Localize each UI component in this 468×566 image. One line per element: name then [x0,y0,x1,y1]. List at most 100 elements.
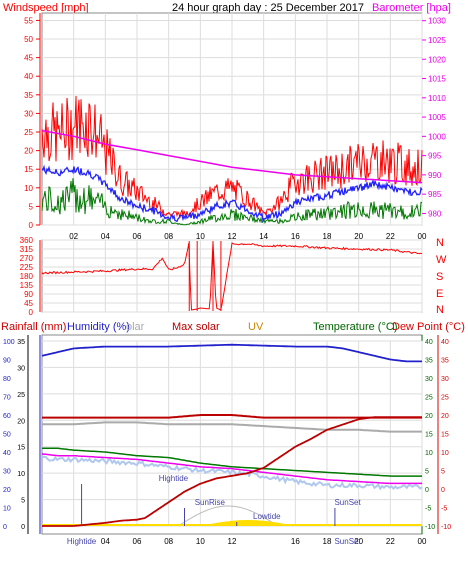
barometer-series [41,129,423,184]
climate-x-tick-11: 00 [418,537,427,546]
bottom-event-label-1: SunSet [334,537,361,546]
dir-tick-label-1: 45 [24,299,33,308]
humidity-tick-label-0: 0 [3,524,7,531]
annotation-2: Lowtide [253,512,281,521]
dew-tick-label-2: 0 [441,487,445,494]
rain-tick-label-3: 15 [17,445,25,452]
dir-tick-label-2: 90 [24,290,33,299]
annotation-0: Hightide [159,474,189,483]
wind-x-tick-3: 08 [164,232,173,241]
wind-tick-label-0: 0 [29,221,34,230]
windspeed-label: Windspeed [mph] [3,2,89,14]
temp-tick-label-5: 15 [425,432,433,439]
solar-label: olar [126,321,145,333]
rain-tick-label-6: 30 [17,365,25,372]
baro-tick-label-5: 1005 [428,113,446,122]
wind-tick-label-8: 40 [24,72,33,81]
temperature-series [42,447,422,477]
baro-tick-label-4: 1000 [428,132,446,141]
series-layer [41,95,423,527]
compass-n-bottom: N [436,304,444,316]
climate-x-tick-10: 22 [386,537,395,546]
humidity-tick-label-7: 70 [3,395,11,402]
solar-curve-series [177,505,279,527]
climate-x-tick-5: 12 [228,537,237,546]
annotation-1: SunRise [195,498,226,507]
wind-tick-label-5: 25 [24,128,33,137]
temp-tick-label-2: 0 [425,487,429,494]
temperature-label: Temperature (°C) [313,321,397,333]
climate-x-tick-4: 10 [196,537,205,546]
wind-average-series [41,164,423,224]
dew-tick-label-1: -5 [441,506,447,513]
wind-tick-label-1: 5 [29,202,34,211]
baro-tick-label-9: 1025 [428,36,446,45]
rain-tick-label-0: 0 [21,524,25,531]
climate-x-tick-3: 08 [164,537,173,546]
wind-tick-label-7: 35 [24,91,33,100]
dir-tick-label-4: 180 [20,272,34,281]
compass-n-top: N [436,237,444,249]
temp-tick-label-4: 10 [425,450,433,457]
compass-e: E [436,288,443,300]
wind-tick-label-2: 10 [24,184,33,193]
humidity-tick-label-5: 50 [3,432,11,439]
chart-title: 24 hour graph day : 25 December 2017 [172,2,364,14]
humidity-tick-label-6: 60 [3,413,11,420]
humidity-tick-label-1: 10 [3,506,11,513]
climate-x-tick-1: 04 [101,537,110,546]
dir-tick-label-0: 0 [29,308,34,317]
temp-tick-label-9: 35 [425,358,433,365]
dir-tick-label-6: 270 [20,254,34,263]
dew-tick-label-8: 30 [441,376,449,383]
rain-tick-label-4: 20 [17,418,25,425]
temp-tick-label-3: 5 [425,469,429,476]
wind-x-tick-5: 12 [228,232,237,241]
temp-tick-label-8: 30 [425,376,433,383]
compass-w: W [436,254,447,266]
tick-label-layer: 0510152025303540455055980985990995100010… [3,16,451,546]
wind-tick-label-6: 30 [24,109,33,118]
wind-x-tick-7: 16 [291,232,300,241]
dew-tick-label-7: 25 [441,395,449,402]
temp-tick-label-7: 25 [425,395,433,402]
rainfall-label: Rainfall (mm) [1,321,66,333]
bottom-event-label-0: Hightide [67,537,97,546]
temp-tick-label-0: -10 [425,524,435,531]
rain-tick-label-2: 10 [17,471,25,478]
temp-tick-label-1: -5 [425,506,431,513]
climate-x-tick-7: 16 [291,537,300,546]
humidity-tick-label-2: 20 [3,487,11,494]
annotation-3: SunSet [334,498,361,507]
wind-x-tick-8: 18 [323,232,332,241]
dew-tick-label-9: 35 [441,358,449,365]
wind-x-tick-6: 14 [259,232,268,241]
dew-tick-label-3: 5 [441,469,445,476]
climate-x-tick-8: 18 [323,537,332,546]
wind-tick-label-4: 20 [24,147,33,156]
wind-x-tick-9: 20 [354,232,363,241]
dew-tick-label-0: -10 [441,524,451,531]
baro-tick-label-10: 1030 [428,17,446,26]
wind-tick-label-11: 55 [24,16,33,25]
wind-x-tick-11: 00 [418,232,427,241]
dew-tick-label-6: 20 [441,413,449,420]
compass-s: S [436,271,443,283]
dew-tick-label-4: 10 [441,450,449,457]
dir-tick-label-3: 135 [20,281,34,290]
baro-tick-label-0: 980 [428,209,442,218]
wind-direction-series [41,241,423,311]
temp-tick-label-10: 40 [425,339,433,346]
rain-tick-label-5: 25 [17,392,25,399]
wind-tick-label-9: 45 [24,54,33,63]
wind-x-tick-1: 04 [101,232,110,241]
uv-label: UV [248,321,264,333]
dir-tick-label-7: 315 [20,245,34,254]
humidity-tick-label-10: 100 [3,339,15,346]
humidity-tick-label-3: 30 [3,469,11,476]
humidity-label: Humidity (%) [67,321,130,333]
baro-tick-label-8: 1020 [428,55,446,64]
baro-tick-label-6: 1010 [428,94,446,103]
rain-tick-label-1: 5 [21,498,25,505]
